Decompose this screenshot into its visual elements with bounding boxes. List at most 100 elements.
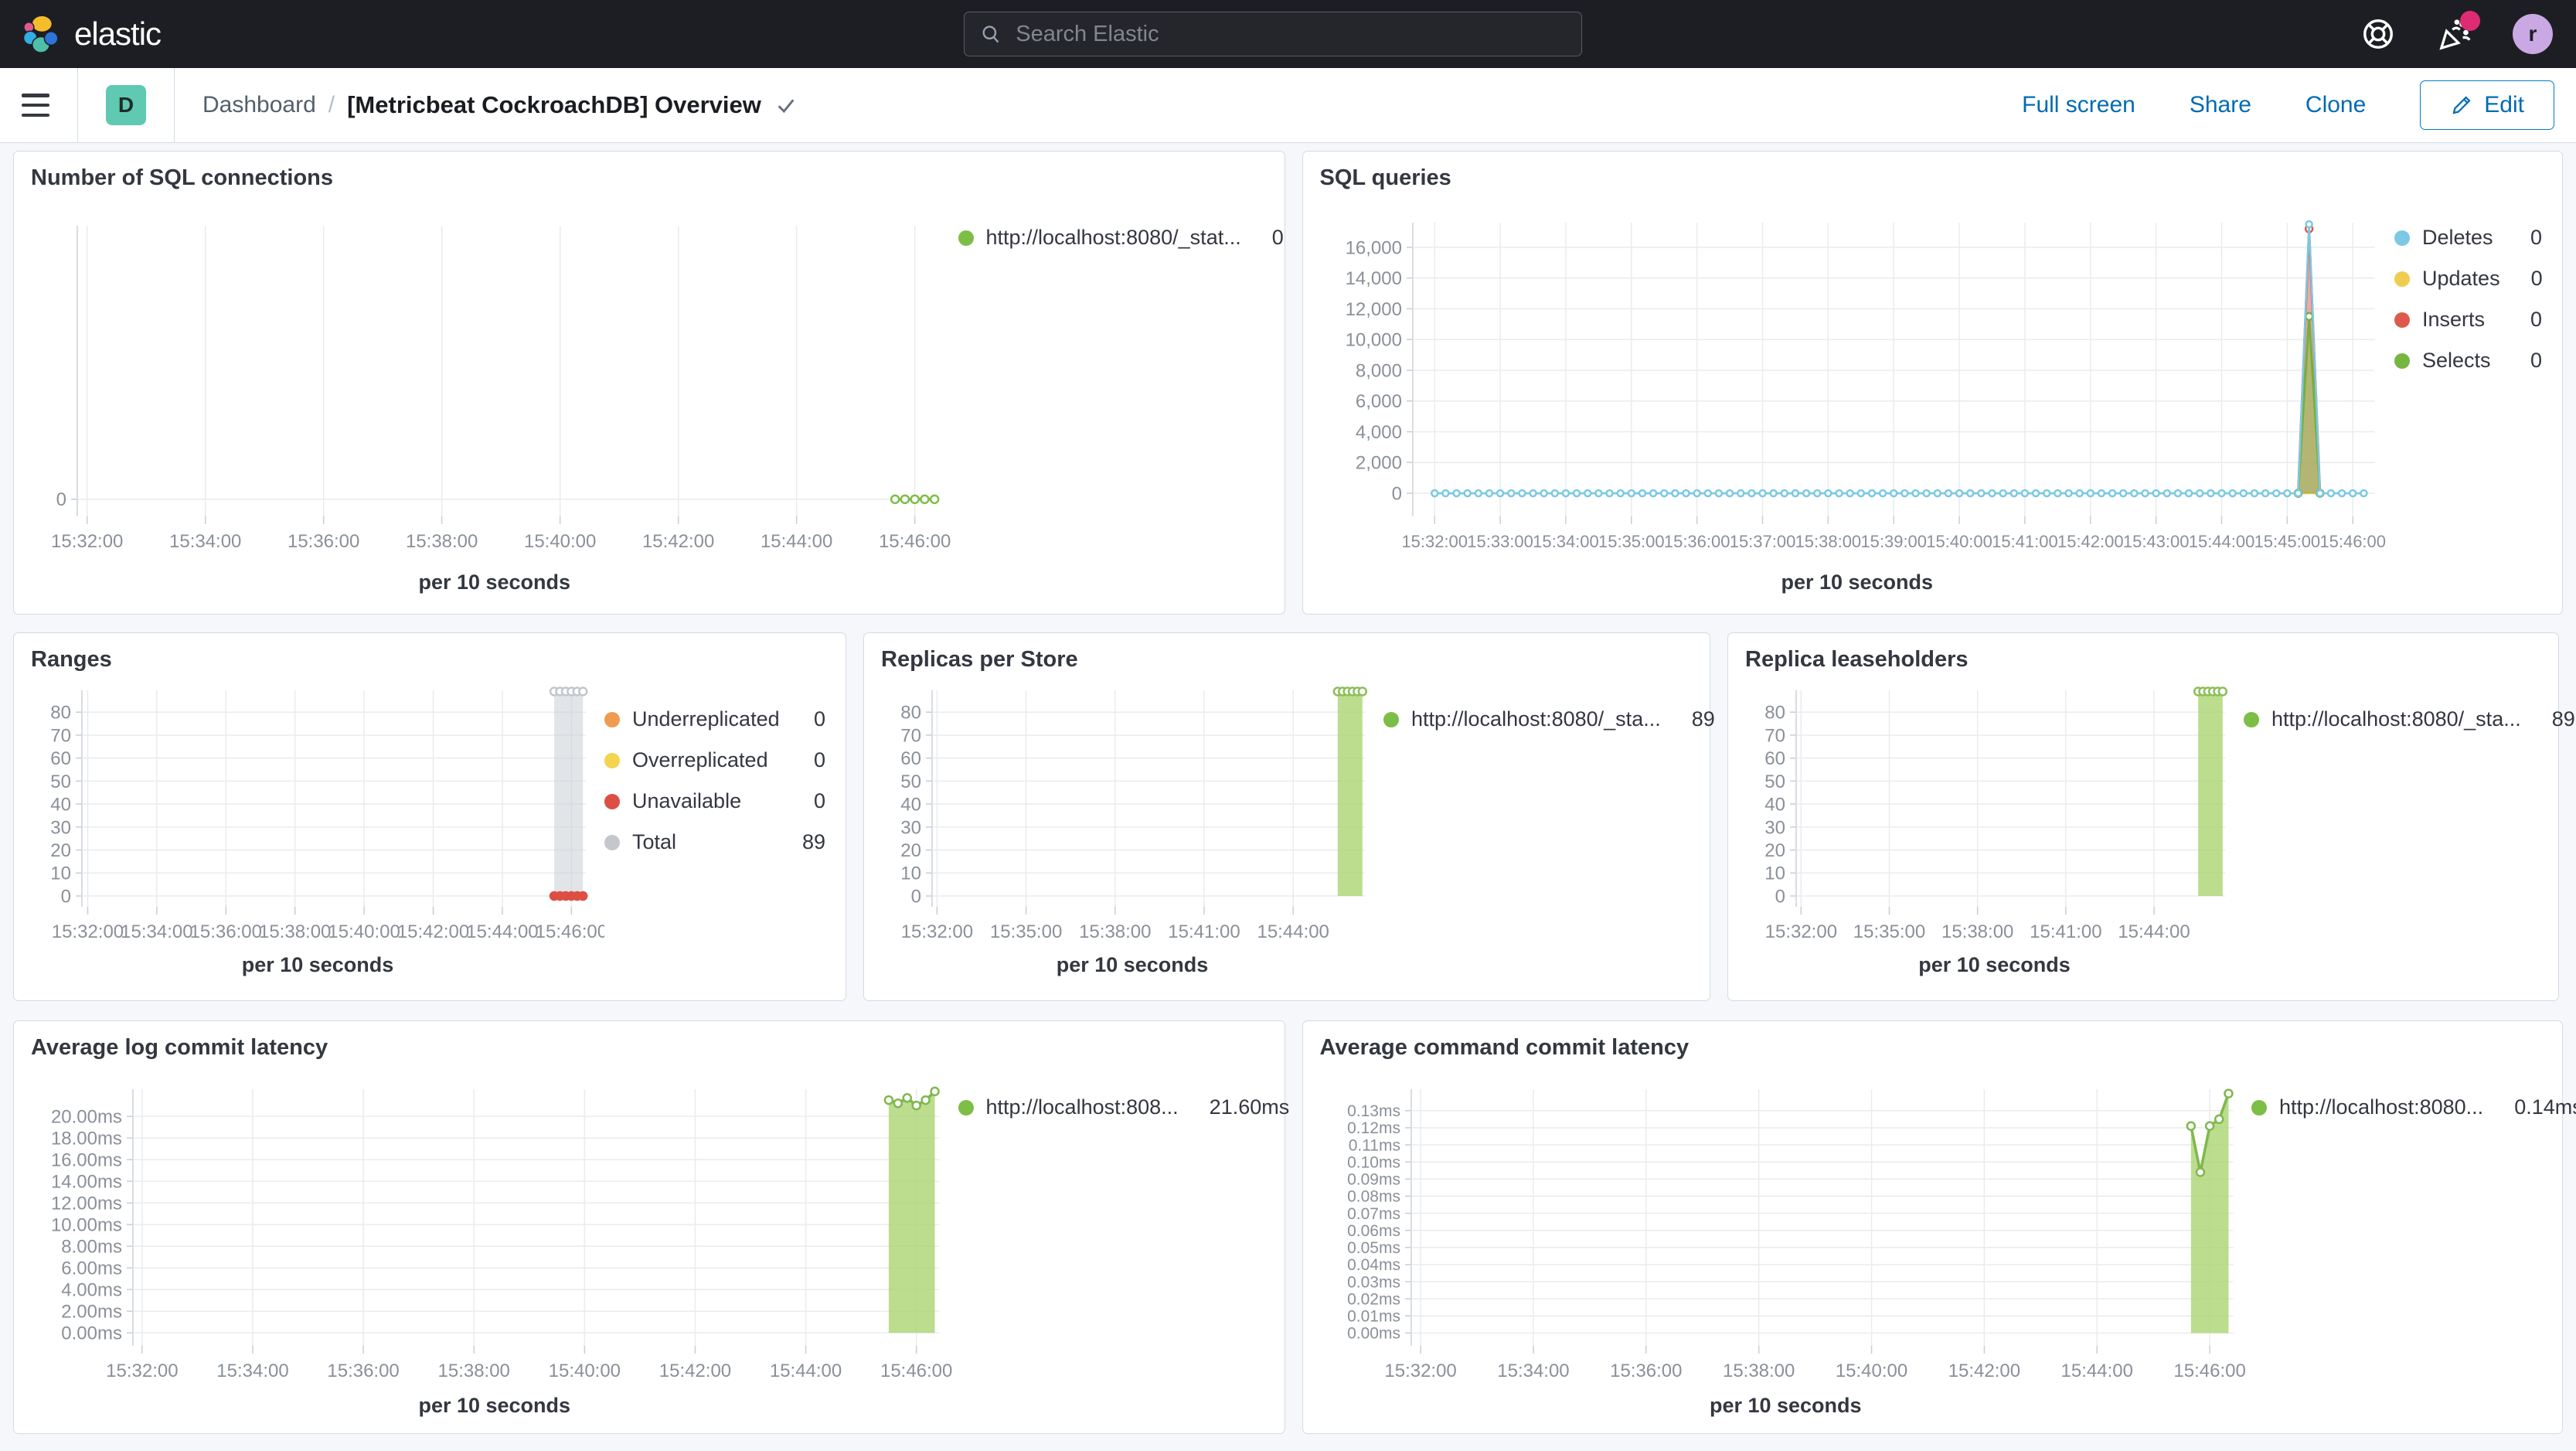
- clone-button[interactable]: Clone: [2305, 92, 2367, 118]
- svg-text:15:42:00: 15:42:00: [2057, 532, 2124, 551]
- legend-item[interactable]: Deletes 0: [2394, 226, 2542, 250]
- svg-text:15:44:00: 15:44:00: [2188, 532, 2254, 551]
- legend-item[interactable]: Updates 0: [2394, 267, 2543, 291]
- chart-number-of-sql-connections[interactable]: 15:32:00 15:34:00 15:36:00 15:38:00 15:40:00…: [31, 203, 958, 558]
- svg-text:60: 60: [1764, 748, 1785, 769]
- global-search-bar[interactable]: [964, 12, 1582, 56]
- svg-text:0: 0: [911, 886, 921, 907]
- legend-color-dot: [2244, 711, 2259, 727]
- legend-item[interactable]: http://localhost:808... 21.60ms: [958, 1095, 1289, 1119]
- svg-text:10,000: 10,000: [1345, 330, 1401, 351]
- legend-item[interactable]: Total 89: [604, 830, 825, 854]
- svg-text:40: 40: [1764, 795, 1785, 816]
- legend-value: 0: [2530, 226, 2542, 249]
- menu-button[interactable]: [22, 94, 49, 117]
- legend-label: Updates: [2422, 267, 2500, 290]
- legend-item[interactable]: http://localhost:8080/_stat... 0: [958, 226, 1284, 250]
- legend-color-dot: [958, 230, 974, 246]
- legend-item[interactable]: http://localhost:8080... 0.14ms: [2251, 1095, 2576, 1119]
- chart-average-command-commit-latency[interactable]: 15:32:00 15:34:00 15:36:00 15:38:00 15:40:00…: [1320, 1072, 2252, 1381]
- full-screen-button[interactable]: Full screen: [2022, 92, 2135, 118]
- title-check-icon[interactable]: [774, 93, 798, 118]
- legend-item[interactable]: http://localhost:8080/_sta... 89: [1383, 707, 1715, 731]
- svg-text:16.00ms: 16.00ms: [51, 1150, 122, 1170]
- panel-replica-leaseholders: Replica leaseholders 15:32:00 15:35:00 15:…: [1727, 632, 2575, 1001]
- legend-label: http://localhost:8080...: [2279, 1095, 2484, 1119]
- panel-title: Average log commit latency: [31, 1035, 328, 1060]
- panel-ranges: Ranges 15:32:00 15:34:00 15:36:00 15:38:00 1…: [13, 632, 846, 1001]
- share-button[interactable]: Share: [2189, 92, 2251, 118]
- svg-text:15:37:00: 15:37:00: [1729, 532, 1795, 551]
- x-axis-label: per 10 seconds: [1709, 1394, 1862, 1417]
- svg-text:16,000: 16,000: [1345, 237, 1401, 258]
- x-axis-label: per 10 seconds: [418, 1394, 571, 1417]
- svg-text:14,000: 14,000: [1345, 268, 1401, 289]
- chart-legend: http://localhost:8080/_stat... 0: [958, 226, 1284, 600]
- svg-text:15:44:00: 15:44:00: [2118, 921, 2190, 941]
- legend-item[interactable]: Selects 0: [2394, 349, 2542, 373]
- svg-text:20.00ms: 20.00ms: [51, 1106, 122, 1127]
- legend-item[interactable]: Inserts 0: [2394, 308, 2542, 332]
- svg-text:80: 80: [50, 703, 71, 724]
- notification-dot: [2460, 11, 2480, 31]
- legend-value: 0.14ms: [2514, 1095, 2576, 1119]
- svg-text:15:46:00: 15:46:00: [2319, 532, 2386, 551]
- breadcrumb-dashboard-link[interactable]: Dashboard: [202, 92, 316, 118]
- svg-text:60: 60: [50, 748, 71, 769]
- svg-text:30: 30: [900, 817, 921, 838]
- legend-value: 89: [2551, 707, 2575, 731]
- svg-text:15:44:00: 15:44:00: [1257, 921, 1329, 941]
- legend-color-dot: [958, 1099, 974, 1115]
- chart-replicas-per-store[interactable]: 15:32:00 15:35:00 15:38:00 15:41:00 15:44:00…: [881, 684, 1383, 941]
- legend-value: 0: [813, 707, 825, 731]
- svg-text:10: 10: [1764, 863, 1785, 884]
- panel-title: Number of SQL connections: [31, 165, 334, 190]
- chart-replica-leaseholders[interactable]: 15:32:00 15:35:00 15:38:00 15:41:00 15:44:00…: [1745, 684, 2244, 941]
- svg-text:0.09ms: 0.09ms: [1347, 1171, 1400, 1189]
- legend-item[interactable]: http://localhost:8080/_sta... 89: [2244, 707, 2575, 731]
- svg-text:15:42:00: 15:42:00: [659, 1361, 731, 1381]
- svg-text:6.00ms: 6.00ms: [61, 1259, 122, 1279]
- chart-ranges[interactable]: 15:32:0015:34:0015:36:0015:38:0015:40:00…: [31, 684, 604, 941]
- search-input[interactable]: [1014, 20, 1566, 48]
- legend-value: 21.60ms: [1209, 1095, 1290, 1119]
- chart-sql-queries[interactable]: 15:32:00 15:33:00 15:34:00 15:35:00 15:36:00…: [1320, 203, 2395, 558]
- pencil-icon: [2452, 96, 2471, 114]
- panel-title: Average command commit latency: [1319, 1035, 1690, 1060]
- help-button[interactable]: [2358, 14, 2398, 54]
- svg-text:15:41:00: 15:41:00: [2030, 921, 2101, 941]
- search-icon: [982, 26, 999, 43]
- svg-text:15:32:00: 15:32:00: [51, 531, 123, 552]
- svg-text:70: 70: [1764, 725, 1785, 746]
- svg-text:15:32:00: 15:32:00: [1401, 532, 1468, 551]
- chart-average-log-commit-latency[interactable]: 15:32:00 15:34:00 15:36:00 15:38:00 15:40:00…: [31, 1072, 958, 1381]
- svg-text:2.00ms: 2.00ms: [61, 1302, 122, 1323]
- svg-text:50: 50: [50, 771, 71, 792]
- svg-text:0.12ms: 0.12ms: [1347, 1119, 1400, 1137]
- elastic-logo-icon: [22, 15, 59, 53]
- space-switcher[interactable]: D: [106, 85, 146, 125]
- svg-text:0.00ms: 0.00ms: [1347, 1325, 1400, 1343]
- legend-item[interactable]: Overreplicated 0: [604, 748, 825, 772]
- svg-text:0.03ms: 0.03ms: [1347, 1273, 1400, 1291]
- svg-text:15:34:00: 15:34:00: [216, 1361, 288, 1381]
- svg-text:15:43:00: 15:43:00: [2122, 532, 2189, 551]
- panel-average-command-commit-latency: Average command commit latency 15:32:00 1…: [1302, 1020, 2576, 1434]
- chart-legend: Underreplicated 0 Overreplicated 0 Unava…: [604, 707, 829, 986]
- svg-text:0: 0: [56, 489, 66, 510]
- legend-value: 0: [813, 789, 825, 812]
- svg-text:0.02ms: 0.02ms: [1347, 1290, 1400, 1308]
- page-title[interactable]: [Metricbeat CockroachDB] Overview: [347, 91, 761, 118]
- svg-text:6,000: 6,000: [1355, 391, 1401, 412]
- svg-text:15:34:00: 15:34:00: [1497, 1361, 1569, 1381]
- legend-item[interactable]: Unavailable 0: [604, 789, 825, 813]
- elastic-logo[interactable]: elastic: [0, 15, 162, 53]
- user-avatar[interactable]: r: [2513, 14, 2553, 54]
- newsfeed-button[interactable]: [2435, 11, 2480, 54]
- legend-item[interactable]: Underreplicated 0: [604, 707, 825, 731]
- svg-text:0.04ms: 0.04ms: [1347, 1256, 1400, 1274]
- dashboard-grid: Number of SQL connections 15:32:00 15:34:…: [0, 143, 2576, 1434]
- svg-text:50: 50: [1764, 771, 1785, 792]
- edit-button[interactable]: Edit: [2420, 80, 2554, 130]
- legend-value: 89: [801, 830, 825, 853]
